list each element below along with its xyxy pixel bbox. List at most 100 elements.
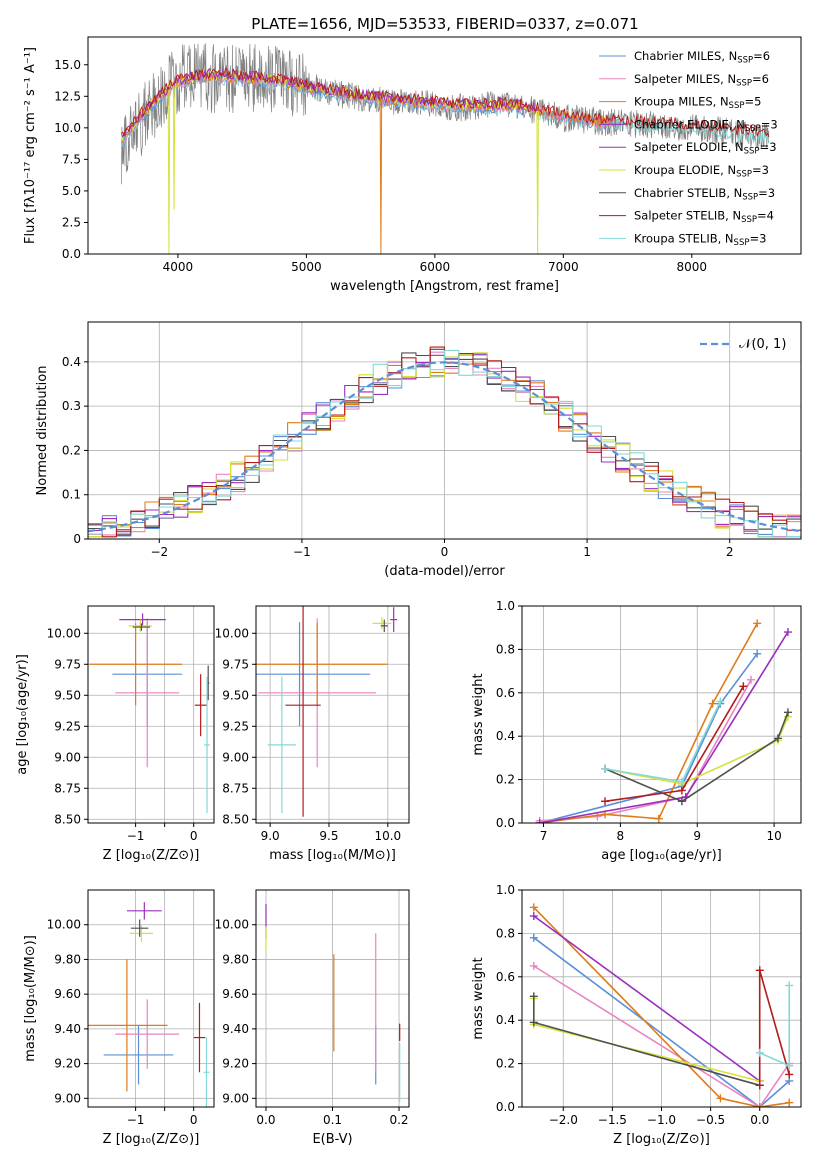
grid-lines [88, 890, 214, 1107]
y-tick-label: 0.0 [496, 1100, 515, 1114]
y-axis-label: Flux [fλ10⁻¹⁷ erg cm⁻² s⁻¹ A⁻¹] [23, 47, 38, 244]
y-tick-label: 12.5 [54, 89, 81, 103]
y-tick-label: 0.6 [496, 970, 515, 984]
x-tick-label: 0 [190, 829, 198, 843]
ticks: −2.0 −1.5 −1.0 −0.5 0.0 0.0 0.2 0.4 0.6 0.8 1.0 [496, 883, 769, 1127]
legend-suffix: =3 [761, 117, 778, 131]
y-tick-label: 9.20 [54, 1057, 81, 1071]
legend: Chabrier MILES, NSSP=6 Salpeter MILES, NS… [599, 49, 778, 248]
legend-entry: 𝒩(0, 1) [739, 337, 786, 352]
y-tick-label: 9.20 [222, 1057, 249, 1071]
legend-subscript: SSP [741, 215, 757, 225]
y-tick-label: 0.1 [62, 488, 81, 502]
data-point [783, 628, 792, 637]
legend-subscript: SSP [745, 124, 761, 134]
plot-area [88, 902, 210, 1107]
legend-subscript: SSP [734, 238, 750, 248]
spectrum-panel: 4000 5000 6000 7000 8000 0.0 2.5 5.0 7.5 10.0 12.5… [23, 36, 802, 294]
error-point [115, 618, 180, 768]
data-point [529, 961, 538, 970]
error-point [380, 619, 388, 633]
y-tick-label: 8.75 [54, 781, 81, 795]
data-point [529, 933, 538, 942]
y-tick-label: 1.0 [496, 883, 515, 897]
data-point [753, 619, 762, 628]
y-tick-label: 8.50 [222, 812, 249, 826]
x-tick-label: 2 [726, 545, 734, 559]
series-line-kroupa-elodie [604, 716, 789, 785]
error-point [194, 674, 207, 737]
data-point [601, 797, 610, 806]
model-line-salpeter-stelib [121, 67, 770, 138]
x-tick-label: 0 [441, 545, 449, 559]
x-axis-label: Z [log₁₀(Z/Z⊙)] [103, 1132, 200, 1147]
legend-subscript: SSP [736, 170, 752, 180]
ticks: 9.0 9.5 10.0 8.50 8.75 9.00 9.25 9.50 9.75 10.00 [215, 626, 402, 843]
series-line-chabrier-stelib [604, 712, 789, 803]
data-point [773, 734, 782, 743]
y-tick-label: 8.50 [54, 812, 81, 826]
error-point [89, 623, 183, 706]
y-tick-label: 0.0 [496, 816, 515, 830]
ticks: −1 0 9.00 9.20 9.40 9.60 9.80 10.00 [47, 918, 198, 1127]
error-point [193, 1002, 206, 1073]
error-point [285, 606, 321, 817]
x-tick-label: 1 [583, 545, 591, 559]
legend-suffix: =3 [752, 163, 769, 177]
axes-frame [87, 605, 215, 824]
y-tick-label: 5.0 [62, 184, 81, 198]
y-tick-label: 9.50 [54, 688, 81, 702]
x-tick-label: 0 [190, 1113, 198, 1127]
y-axis-label: mass [log₁₀(M/M⊙)] [23, 935, 38, 1062]
axes-frame [521, 605, 802, 824]
legend-entry: Kroupa STELIB, NSSP=3 [634, 231, 766, 248]
legend-suffix: =6 [752, 72, 769, 86]
x-tick-label: 7000 [548, 260, 579, 274]
data-point [654, 814, 663, 823]
y-tick-label: 0.2 [496, 1057, 515, 1071]
axes-frame [255, 605, 410, 824]
x-axis-label: Z [log₁₀(Z/Z⊙)] [613, 1132, 710, 1147]
error-point [267, 676, 297, 814]
absorption-dip [536, 111, 539, 254]
y-tick-label: 8.75 [222, 781, 249, 795]
legend-entry: Salpeter MILES, NSSP=6 [634, 72, 769, 89]
y-tick-label: 9.75 [54, 657, 81, 671]
y-tick-label: 1.0 [496, 599, 515, 613]
axes-frame [87, 36, 802, 255]
series-line-salpeter-miles [533, 965, 790, 1107]
x-tick-label: −2.0 [549, 1113, 578, 1127]
residuals-panel: −2 −1 0 1 2 0 0.1 0.2 0.3 0.4 (data-model)/error No… [35, 321, 802, 579]
data-point [785, 1098, 794, 1107]
legend-suffix: =3 [760, 140, 777, 154]
legend-label: Kroupa MILES, N [634, 95, 729, 109]
plot-area [89, 613, 210, 814]
data-point [677, 786, 686, 795]
x-tick-label: −1 [293, 545, 311, 559]
y-tick-label: 10.00 [215, 918, 249, 932]
data-point [785, 981, 794, 990]
ticks: 7 8 9 10 0.0 0.2 0.4 0.6 0.8 1.0 [496, 599, 782, 843]
y-tick-label: 0.8 [496, 642, 515, 656]
x-axis-label: wavelength [Angstrom, rest frame] [330, 279, 559, 294]
x-tick-label: 9.5 [319, 829, 338, 843]
y-tick-label: 9.25 [54, 719, 81, 733]
legend-label: Salpeter ELODIE, N [634, 140, 744, 154]
histogram-salpeter-elodie [88, 354, 801, 533]
data-point [716, 697, 725, 706]
ticks: −2 −1 0 1 2 0 0.1 0.2 0.3 0.4 [62, 355, 734, 559]
y-tick-label: 0.8 [496, 926, 515, 940]
legend-suffix: =5 [744, 95, 761, 109]
legend-entry: Chabrier MILES, NSSP=6 [634, 49, 770, 66]
legend-subscript: SSP [736, 78, 752, 88]
y-tick-label: 9.00 [222, 1091, 249, 1105]
massweight-vs-age-panel: 7 8 9 10 0.0 0.2 0.4 0.6 0.8 1.0 age [log₁₀(age/yr… [471, 599, 802, 863]
ticks: −1 0 8.50 8.75 9.00 9.25 9.50 9.75 10.00 [47, 626, 198, 843]
model-line-salpeter-elodie [120, 68, 539, 138]
y-tick-label: 0.3 [62, 399, 81, 413]
y-tick-label: 0.2 [62, 443, 81, 457]
data-point [755, 1048, 764, 1057]
legend-label: Salpeter STELIB, N [634, 209, 741, 223]
x-tick-label: 0.0 [256, 1113, 275, 1127]
x-tick-label: −2 [150, 545, 168, 559]
